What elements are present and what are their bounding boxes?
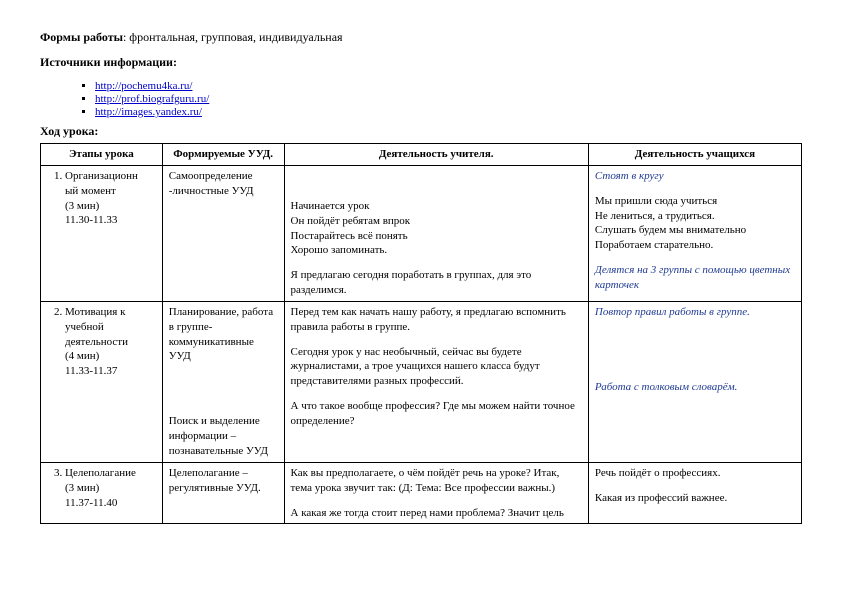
students-cell: Повтор правил работы в группе. Работа с … [588, 301, 801, 462]
teacher-line: Сегодня урок у нас необычный, сейчас вы … [291, 345, 582, 390]
link-item: http://images.yandex.ru/ [95, 106, 802, 118]
header-stage: Этапы урока [41, 144, 163, 166]
teacher-line: Начинается урок [291, 199, 582, 214]
teacher-cell: Как вы предполагаете, о чём пойдёт речь … [284, 462, 588, 524]
stage-text: 11.30-11.33 [65, 214, 117, 226]
links-list: http://pochemu4ka.ru/ http://prof.biogra… [40, 80, 802, 118]
stage-text: (3 мин) [65, 482, 99, 494]
stage-text: 11.33-11.37 [65, 365, 117, 377]
uud-cell: Целеполагание – регулятивные УУД. [162, 462, 284, 524]
stage-text: ый момент [65, 185, 116, 197]
stage-text: Мотивация к [65, 306, 125, 318]
table-row: Мотивация к учебной деятельности (4 мин)… [41, 301, 802, 462]
header-students: Деятельность учащихся [588, 144, 801, 166]
teacher-cell: Перед тем как начать нашу работу, я пред… [284, 301, 588, 462]
source-link-2[interactable]: http://prof.biografguru.ru/ [95, 93, 209, 105]
forms-line: Формы работы: фронтальная, групповая, ин… [40, 30, 802, 45]
teacher-line: А какая же тогда стоит перед нами пробле… [291, 506, 582, 521]
stage-cell: Мотивация к учебной деятельности (4 мин)… [41, 301, 163, 462]
students-line: Какая из профессий важнее. [595, 491, 795, 506]
stage-text: Организационн [65, 170, 138, 182]
teacher-cell: Начинается урок Он пойдёт ребятам впрок … [284, 165, 588, 301]
teacher-line: Как вы предполагаете, о чём пойдёт речь … [291, 466, 582, 496]
link-item: http://prof.biografguru.ru/ [95, 93, 802, 105]
header-teacher: Деятельность учителя. [284, 144, 588, 166]
teacher-line: Постарайтесь всё понять [291, 229, 582, 244]
students-italic: Делятся на 3 группы с помощью цветных ка… [595, 263, 795, 293]
link-item: http://pochemu4ka.ru/ [95, 80, 802, 92]
table-row: Организационн ый момент (3 мин) 11.30-11… [41, 165, 802, 301]
stage-cell: Целеполагание (3 мин) 11.37-11.40 [41, 462, 163, 524]
source-link-1[interactable]: http://pochemu4ka.ru/ [95, 80, 192, 92]
lesson-table: Этапы урока Формируемые УУД. Деятельност… [40, 143, 802, 524]
students-italic: Работа с толковым словарём. [595, 380, 795, 395]
students-cell: Речь пойдёт о профессиях. Какая из профе… [588, 462, 801, 524]
stage-text: (4 мин) [65, 350, 99, 362]
stage-text: Целеполагание [65, 467, 136, 479]
students-line: Мы пришли сюда учиться [595, 194, 795, 209]
table-header-row: Этапы урока Формируемые УУД. Деятельност… [41, 144, 802, 166]
stage-text: деятельности [65, 336, 128, 348]
sources-label: Источники информации: [40, 55, 802, 70]
teacher-line: Я предлагаю сегодня поработать в группах… [291, 268, 582, 298]
teacher-line: Он пойдёт ребятам впрок [291, 214, 582, 229]
teacher-line: Перед тем как начать нашу работу, я пред… [291, 305, 582, 335]
stage-text: (3 мин) [65, 200, 99, 212]
stage-text: 11.37-11.40 [65, 497, 117, 509]
students-italic: Повтор правил работы в группе. [595, 305, 795, 320]
uud-line: Поиск и выделение информации – познавате… [169, 414, 278, 459]
lesson-flow-label: Ход урока: [40, 124, 802, 139]
uud-cell: Самоопределение -личностные УУД [162, 165, 284, 301]
students-line: Не лениться, а трудиться. [595, 209, 795, 224]
students-line: Поработаем старательно. [595, 238, 795, 253]
students-line: Речь пойдёт о профессиях. [595, 466, 795, 481]
students-italic: Стоят в кругу [595, 169, 795, 184]
table-row: Целеполагание (3 мин) 11.37-11.40 Целепо… [41, 462, 802, 524]
students-cell: Стоят в кругу Мы пришли сюда учиться Не … [588, 165, 801, 301]
stage-text: учебной [65, 321, 104, 333]
stage-cell: Организационн ый момент (3 мин) 11.30-11… [41, 165, 163, 301]
header-uud: Формируемые УУД. [162, 144, 284, 166]
students-line: Слушать будем мы внимательно [595, 223, 795, 238]
source-link-3[interactable]: http://images.yandex.ru/ [95, 106, 202, 118]
uud-line: Планирование, работа в группе- коммуника… [169, 305, 278, 364]
uud-cell: Планирование, работа в группе- коммуника… [162, 301, 284, 462]
forms-label: Формы работы [40, 30, 123, 44]
teacher-line: Хорошо запоминать. [291, 243, 582, 258]
teacher-line: А что такое вообще профессия? Где мы мож… [291, 399, 582, 429]
forms-value: : фронтальная, групповая, индивидуальная [123, 30, 343, 44]
